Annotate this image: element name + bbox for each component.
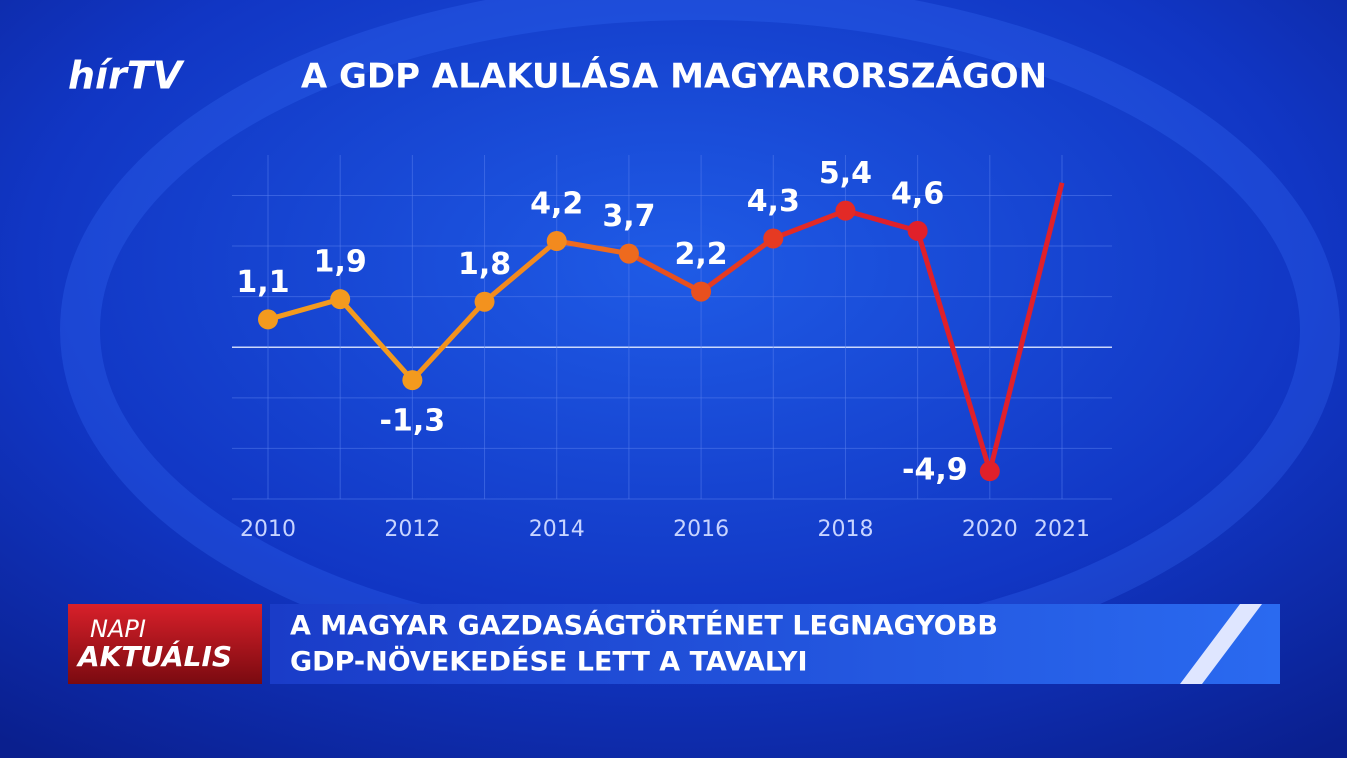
banner-headline: GDP-NÖVEKEDÉSE LETT A TAVALYI bbox=[290, 645, 808, 678]
banner-headline: A MAGYAR GAZDASÁGTÖRTÉNET LEGNAGYOBB bbox=[290, 609, 998, 642]
line-segment bbox=[267, 296, 341, 322]
value-label: 3,7 bbox=[602, 199, 655, 234]
x-tick-label: 2021 bbox=[1034, 517, 1090, 542]
value-label: 5,4 bbox=[819, 156, 872, 191]
plot: 2010 2012 2014 2016 2018 2020 2021 1,1 1,9 -1,3 1,… bbox=[232, 155, 1112, 542]
line-segment bbox=[627, 251, 703, 294]
line-segment bbox=[482, 239, 559, 304]
line-segment bbox=[556, 238, 630, 257]
value-label: 1,8 bbox=[458, 247, 511, 282]
banner-label: AKTUÁLIS bbox=[76, 639, 232, 673]
value-label: 4,6 bbox=[891, 176, 944, 211]
line-segment bbox=[338, 297, 415, 382]
banner-label: NAPI bbox=[90, 615, 146, 643]
chart-title: A GDP ALAKULÁSA MAGYARORSZÁGON bbox=[301, 56, 1047, 97]
value-label: 4,2 bbox=[530, 187, 583, 222]
point bbox=[474, 291, 495, 312]
line-segment bbox=[699, 236, 775, 294]
point bbox=[979, 461, 1000, 482]
value-label: -4,9 bbox=[902, 453, 968, 488]
value-label: 2,2 bbox=[675, 237, 728, 272]
point bbox=[546, 231, 567, 251]
line-segment bbox=[987, 182, 1065, 472]
value-label: 1,1 bbox=[236, 265, 289, 300]
point bbox=[618, 243, 639, 264]
line-segment bbox=[915, 230, 993, 472]
line-segment bbox=[844, 208, 919, 234]
value-label: -1,3 bbox=[380, 404, 446, 439]
banner-label-box bbox=[68, 604, 262, 684]
line-segment bbox=[410, 300, 487, 382]
point bbox=[330, 289, 351, 310]
x-tick-label: 2018 bbox=[817, 517, 873, 542]
x-tick-label: 2016 bbox=[673, 517, 729, 542]
banner-decor bbox=[1180, 604, 1262, 684]
value-label: 4,3 bbox=[747, 184, 800, 219]
x-tick-label: 2020 bbox=[962, 517, 1018, 542]
point bbox=[835, 200, 856, 221]
point bbox=[691, 281, 712, 302]
point bbox=[907, 220, 928, 241]
x-tick-label: 2012 bbox=[384, 517, 440, 542]
banner-headline-box bbox=[270, 604, 1280, 684]
line-segment bbox=[772, 208, 847, 241]
logo: hírTV bbox=[68, 54, 185, 98]
x-tick-label: 2010 bbox=[240, 517, 296, 542]
point bbox=[763, 228, 784, 249]
point bbox=[258, 309, 278, 330]
value-label: 1,9 bbox=[314, 245, 367, 280]
point bbox=[402, 370, 423, 391]
x-tick-label: 2014 bbox=[529, 517, 585, 542]
